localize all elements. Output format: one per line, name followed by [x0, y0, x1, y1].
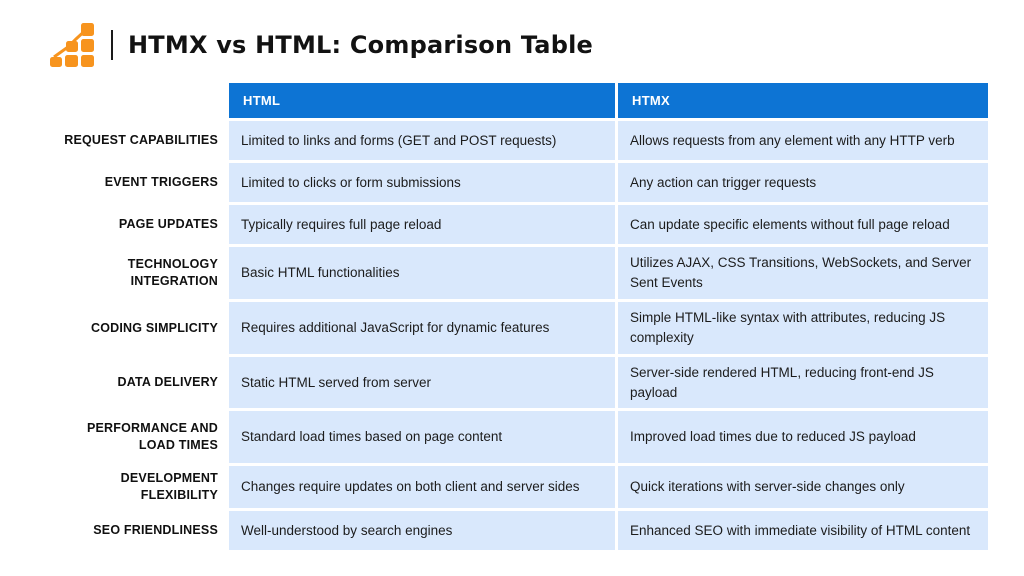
column-header-html: HTML: [229, 83, 615, 118]
row-label: SEO FRIENDLINESS: [93, 522, 218, 537]
html-cell: Basic HTML functionalities: [229, 247, 615, 299]
htmx-cell: Can update specific elements without ful…: [618, 205, 988, 244]
title-divider: [111, 30, 113, 60]
html-cell: Limited to clicks or form submissions: [229, 163, 615, 202]
htmx-cell: Simple HTML-like syntax with attributes,…: [618, 302, 988, 354]
htmx-cell: Allows requests from any element with an…: [618, 121, 988, 160]
row-label: PAGE UPDATES: [118, 217, 218, 232]
html-cell: Standard load times based on page conten…: [229, 411, 615, 464]
row-label: REQUEST CAPABILITIES: [64, 133, 218, 148]
row-label: DATA DELIVERY: [117, 375, 218, 390]
html-cell: Requires additional JavaScript for dynam…: [229, 302, 615, 354]
html-cell: Well-understood by search engines: [229, 510, 615, 550]
htmx-cell: Enhanced SEO with immediate visibility o…: [618, 510, 988, 550]
growth-bar-chart-icon: [50, 23, 94, 67]
row-label: DEVELOPMENT FLEXIBILITY: [120, 471, 218, 502]
row-label: TECHNOLOGY INTEGRATION: [127, 257, 218, 288]
htmx-cell: Utilizes AJAX, CSS Transitions, WebSocke…: [618, 247, 988, 299]
htmx-cell: Any action can trigger requests: [618, 163, 988, 202]
html-cell: Limited to links and forms (GET and POST…: [229, 121, 615, 160]
htmx-cell: Quick iterations with server-side change…: [618, 466, 988, 508]
html-cell: Typically requires full page reload: [229, 205, 615, 244]
htmx-cell: Improved load times due to reduced JS pa…: [618, 411, 988, 464]
slide: HTMX vs HTML: Comparison Table HTML HTMX…: [0, 21, 1024, 576]
comparison-table: HTML HTMX REQUEST CAPABILITIES Limited t…: [56, 83, 988, 550]
titlebar: HTMX vs HTML: Comparison Table: [48, 21, 1024, 69]
html-cell: Changes require updates on both client a…: [229, 466, 615, 508]
row-label: PERFORMANCE AND LOAD TIMES: [86, 421, 218, 453]
html-cell: Static HTML served from server: [229, 357, 615, 409]
row-label: EVENT TRIGGERS: [104, 175, 218, 190]
htmx-cell: Server-side rendered HTML, reducing fron…: [618, 357, 988, 409]
page-title: HTMX vs HTML: Comparison Table: [128, 31, 593, 59]
column-header-htmx: HTMX: [618, 83, 988, 118]
table-corner-spacer: [56, 83, 226, 118]
row-label: CODING SIMPLICITY: [90, 320, 218, 335]
